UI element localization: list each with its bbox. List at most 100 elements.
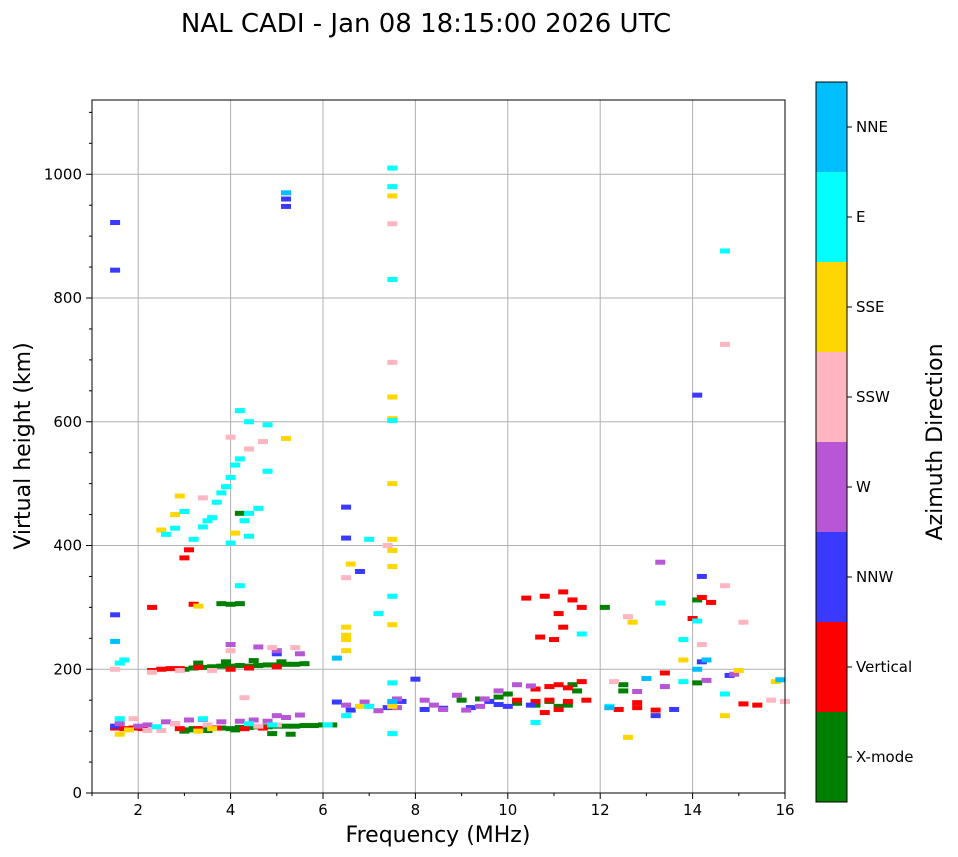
echo-point [632,689,643,695]
echo-point [179,555,190,561]
echo-point [387,165,398,171]
echo-point [544,684,555,690]
echo-point [364,703,375,709]
echo-point [341,637,352,643]
echo-point [650,713,661,719]
echo-point [387,703,398,709]
echo-point [576,679,587,685]
colorbar-segment [816,82,847,172]
echo-point [123,727,134,733]
echo-point [692,666,703,672]
colorbar-segment [816,262,847,352]
echo-point [202,722,213,728]
echo-point [197,716,208,722]
x-tick-label: 6 [318,801,328,819]
echo-point [562,702,573,708]
echo-point [738,619,749,625]
echo-point [225,648,236,654]
echo-point [114,721,125,727]
echo-point [738,701,749,707]
echo-point [719,341,730,347]
echo-point [184,547,195,553]
echo-point [290,661,301,667]
echo-point [128,716,139,722]
echo-point [387,731,398,737]
echo-point [387,564,398,570]
echo-point [706,599,717,605]
colorbar-category-label: NNW [856,568,893,586]
echo-point [202,518,213,524]
echo-point [225,540,236,546]
y-tick-label: 800 [53,289,82,307]
echo-point [207,664,218,670]
echo-point [632,705,643,711]
echo-point [341,504,352,510]
echo-point [216,663,227,669]
echo-point [119,657,130,663]
echo-point [493,694,504,700]
echo-point [225,434,236,440]
echo-point [387,193,398,199]
echo-point [766,697,777,703]
echo-point [692,392,703,398]
plot-area: 2 4 6 8 10 12 14 16 0 200 400 600 800 1000 [44,99,795,819]
echo-point [281,196,292,202]
echo-point [461,707,472,713]
echo-point [719,248,730,254]
echo-point [438,706,449,712]
x-tick-label: 2 [133,801,143,819]
x-tick-label: 8 [411,801,421,819]
echo-point [110,666,121,672]
echo-point [156,527,167,533]
echo-point [262,718,273,724]
plot-frame [91,99,786,794]
echo-point [618,682,629,688]
echo-point [244,510,255,516]
echo-point [701,677,712,683]
echo-point [271,651,282,657]
echo-point [567,597,578,603]
echo-point [387,622,398,628]
echo-point [230,727,241,733]
echo-point [253,663,264,669]
echo-point [281,190,292,196]
echo-point [539,710,550,716]
y-tick-label: 0 [72,784,82,802]
echo-point [387,276,398,282]
echo-point [479,696,490,702]
echo-point [632,700,643,706]
y-tick-label: 600 [53,413,82,431]
echo-point [133,723,144,729]
echo-point [267,722,278,728]
echo-point [165,666,176,672]
echo-point [581,697,592,703]
echo-point [553,706,564,712]
echo-point [525,683,536,689]
echo-point [234,456,245,462]
echo-point [549,637,559,643]
echo-point [193,660,204,666]
echo-point [655,600,666,606]
axis-ticks: 2 4 6 8 10 12 14 16 0 200 400 600 800 1000 [44,111,795,819]
echo-point [294,712,305,718]
echo-point [599,604,610,610]
echo-point [553,703,564,709]
echo-point [512,682,523,688]
echo-point [493,702,504,708]
echo-point [373,708,384,714]
echo-point [456,697,467,703]
echo-point [719,583,730,589]
colorbar-category-label: NNE [856,118,888,136]
echo-point [225,474,236,480]
echo-point [197,524,208,530]
echo-point [387,394,398,400]
x-tick-label: 12 [591,801,610,819]
echo-point [345,707,356,713]
echo-point [211,499,222,505]
echo-point [234,663,245,669]
echo-point [299,661,310,667]
echo-point [512,697,523,703]
echo-point [618,688,629,694]
echo-point [696,642,707,647]
